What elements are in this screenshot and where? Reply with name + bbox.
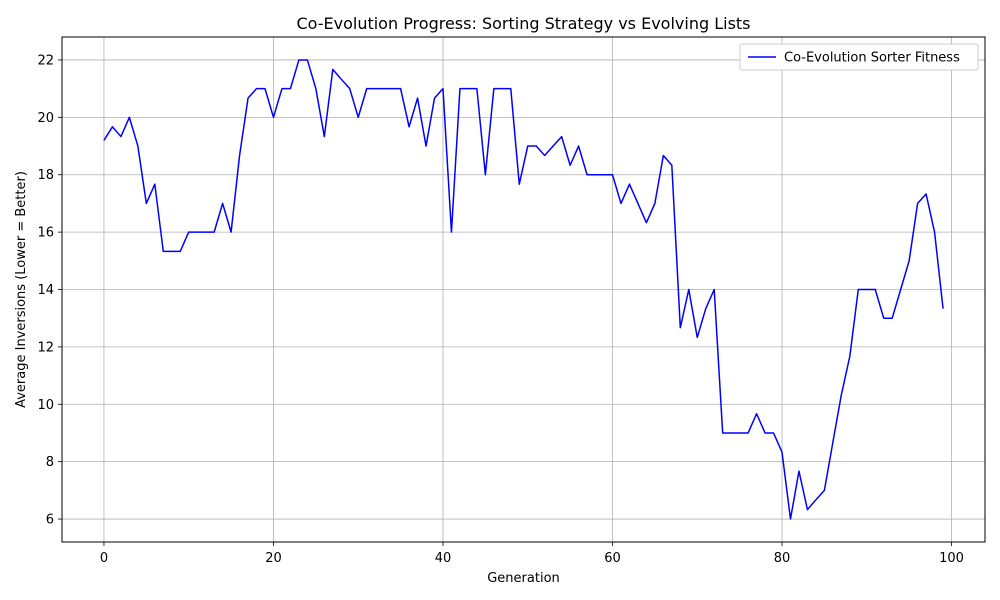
legend-label: Co-Evolution Sorter Fitness [784,51,960,66]
y-tick-label: 16 [37,226,54,241]
y-tick-label: 8 [46,455,54,470]
grid-lines [62,37,985,542]
y-tick-label: 20 [37,111,54,126]
y-tick-label: 14 [37,283,54,298]
x-tick-label: 100 [939,551,964,566]
y-tick-label: 6 [46,513,54,528]
chart-title: Co-Evolution Progress: Sorting Strategy … [296,14,750,33]
x-tick-label: 80 [774,551,791,566]
y-tick-label: 18 [37,168,54,183]
y-tick-label: 12 [37,340,54,355]
x-tick-label: 0 [100,551,108,566]
x-tick-label: 40 [435,551,452,566]
y-tick-label: 22 [37,53,54,68]
y-tick-label: 10 [37,398,54,413]
legend: Co-Evolution Sorter Fitness [739,43,979,71]
x-tick-label: 20 [265,551,282,566]
axis-ticks: 0 20 40 60 80 100 6 8 10 12 14 16 18 20 22 [37,53,963,566]
y-axis-title: Average Inversions (Lower = Better) [14,171,29,408]
legend-box [739,43,979,71]
series-line-sorter-fitness [103,59,944,520]
x-tick-label: 60 [604,551,621,566]
x-axis-title: Generation [487,571,560,586]
